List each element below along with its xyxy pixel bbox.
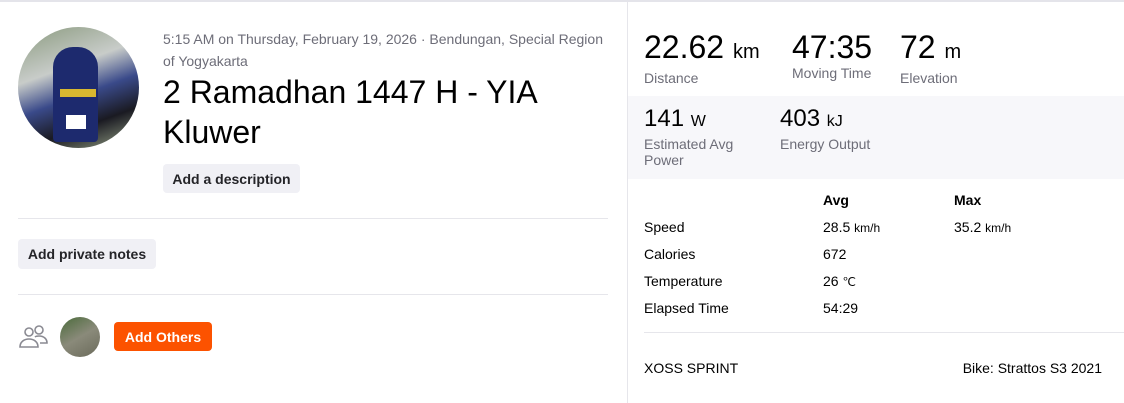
stat-label: Estimated Avg Power: [644, 136, 734, 168]
row-label-elapsed-time: Elapsed Time: [644, 300, 729, 316]
add-description-button[interactable]: Add a description: [163, 164, 300, 193]
add-private-notes-button[interactable]: Add private notes: [18, 239, 156, 269]
stat-unit: m: [944, 41, 962, 63]
stat-value: 403: [780, 105, 821, 132]
stat-avg-power: 141 W Estimated Avg Power: [644, 105, 754, 168]
header-max: Max: [954, 192, 982, 208]
stat-moving-time: 47:35 Moving Time: [792, 29, 872, 81]
athlete-avatar[interactable]: [60, 317, 100, 357]
calories-avg: 672: [823, 246, 847, 262]
stat-label: Energy Output: [780, 136, 871, 152]
device-name: XOSS SPRINT: [644, 360, 739, 376]
activity-title: 2 Ramadhan 1447 H - YIA Kluwer: [163, 74, 536, 150]
value: 35.2: [954, 219, 982, 235]
stat-value: 141: [644, 105, 685, 132]
activity-meta: 5:15 AM on Thursday, February 19, 2026 ·…: [163, 31, 603, 69]
speed-avg: 28.5 km/h: [823, 219, 880, 235]
stat-value: 22.62: [644, 29, 725, 65]
stat-value: 47:35: [792, 29, 873, 65]
divider: [18, 218, 608, 219]
bike-name[interactable]: Bike: Strattos S3 2021: [962, 360, 1102, 376]
header-avg: Avg: [823, 192, 849, 208]
stat-distance: 22.62 km Distance: [644, 29, 760, 86]
stat-elevation: 72 m Elevation: [900, 29, 961, 86]
divider: [18, 294, 608, 295]
activity-photo-avatar[interactable]: [18, 27, 139, 148]
divider: [644, 332, 1124, 333]
row-label-speed: Speed: [644, 219, 685, 235]
speed-max: 35.2 km/h: [954, 219, 1011, 235]
stat-label: Moving Time: [792, 65, 872, 81]
stat-label: Elevation: [900, 70, 958, 86]
stat-unit: kJ: [826, 113, 843, 130]
add-others-button[interactable]: Add Others: [114, 322, 212, 351]
people-icon: [18, 323, 48, 354]
stat-unit: W: [690, 113, 706, 130]
stat-label: Distance: [644, 70, 699, 86]
row-label-calories: Calories: [644, 246, 696, 262]
elapsed-time-avg: 54:29: [823, 300, 859, 316]
value: 26: [823, 273, 839, 289]
column-divider: [627, 2, 628, 403]
stat-value: 72: [900, 29, 936, 65]
unit: km/h: [985, 221, 1012, 235]
temperature-avg: 26 ℃: [823, 273, 856, 289]
unit: ℃: [842, 275, 856, 289]
secondary-stats-panel: [628, 96, 1124, 179]
row-label-temperature: Temperature: [644, 273, 723, 289]
stat-energy-output: 403 kJ Energy Output: [780, 105, 910, 152]
unit: km/h: [854, 221, 881, 235]
stat-unit: km: [732, 41, 760, 63]
value: 28.5: [823, 219, 851, 235]
